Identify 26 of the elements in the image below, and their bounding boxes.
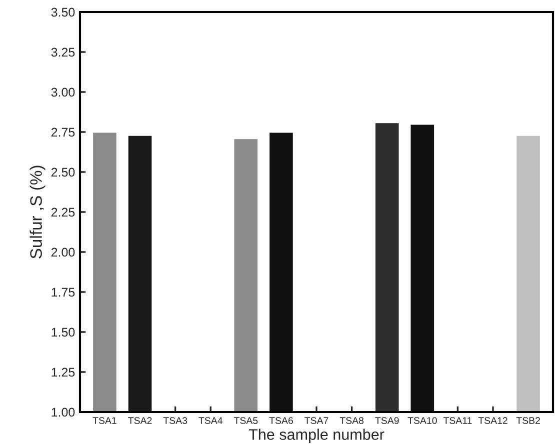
x-tick-label: TSA2 <box>128 417 152 424</box>
y-tick-label: 2.50 <box>51 168 75 177</box>
x-tick-label: TSA9 <box>375 417 399 424</box>
y-tick-label: 2.25 <box>51 208 75 217</box>
y-tick-label: 3.00 <box>51 88 75 97</box>
y-tick-label: 3.50 <box>51 8 75 17</box>
x-tick-label: TSB2 <box>516 417 540 424</box>
y-tick-label: 1.50 <box>52 328 75 337</box>
y-tick-label: 3.25 <box>51 48 75 57</box>
x-tick-label: TSA4 <box>198 417 222 424</box>
x-tick-label: TSA8 <box>340 417 364 424</box>
x-axis-title: The sample number <box>248 428 384 443</box>
x-tick-label: TSA7 <box>304 417 328 424</box>
y-tick-label: 1.75 <box>52 288 75 297</box>
y-tick-label: 2.75 <box>51 128 75 137</box>
x-tick-label: TSA3 <box>163 417 188 424</box>
x-tick-label: TSA10 <box>408 417 437 424</box>
y-axis-title: Sulfur ,S (%) <box>30 166 46 258</box>
y-tick-label: 2.00 <box>51 248 75 257</box>
y-tick-label: 1.25 <box>52 368 75 377</box>
x-tick-label: TSA1 <box>92 417 116 424</box>
x-tick-label: TSA11 <box>443 417 472 424</box>
x-tick-label: TSA6 <box>269 417 293 424</box>
x-tick-label: TSA12 <box>478 417 508 424</box>
y-tick-label: 1.00 <box>52 408 75 417</box>
x-tick-label: TSA5 <box>234 417 258 424</box>
